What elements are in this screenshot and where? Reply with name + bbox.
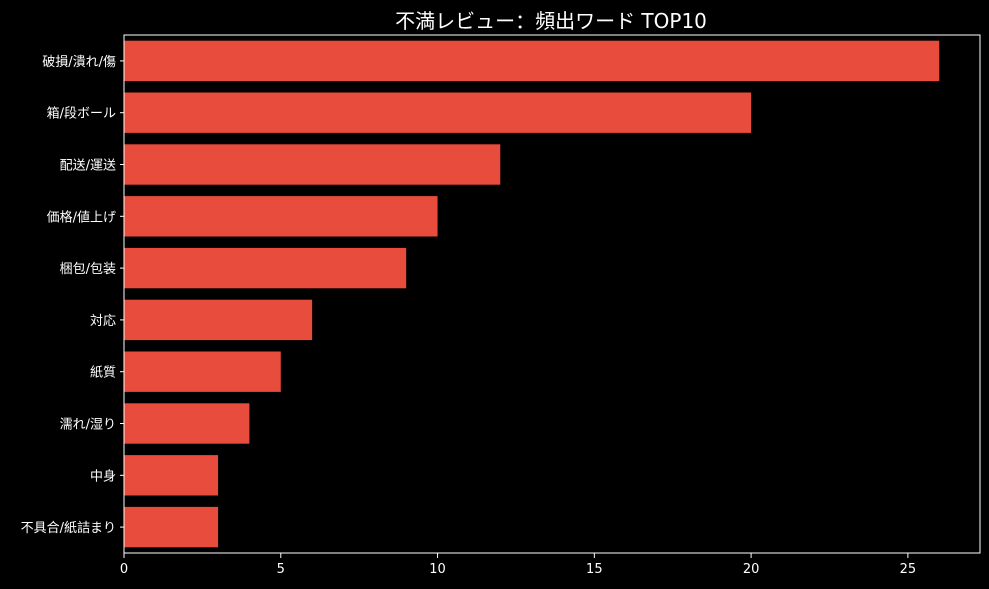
y-tick-label: 中身 (90, 468, 116, 484)
bar-9 (124, 455, 219, 496)
x-tick-label: 0 (120, 562, 128, 577)
x-tick-label: 25 (900, 562, 917, 577)
chart-title: 不満レビュー：頻出ワード TOP10 (395, 9, 707, 33)
bar-10 (124, 506, 219, 548)
y-tick-label: 紙質 (90, 366, 116, 381)
bar-2 (124, 92, 752, 133)
bar-3 (124, 144, 501, 185)
x-tick-label: 10 (429, 562, 446, 577)
plot-area: 破損/潰れ/傷箱/段ボール配送/運送価格/値上げ梱包/包装対応紙質濡れ/湿り中身… (21, 34, 981, 577)
x-tick-label: 5 (277, 562, 285, 577)
y-tick-label: 対応 (90, 314, 116, 329)
y-tick-label: 梱包/包装 (60, 262, 116, 277)
bar-6 (124, 299, 313, 341)
y-tick-label: 価格/値上げ (47, 209, 116, 225)
bar-5 (124, 247, 407, 289)
bar-7 (124, 351, 281, 392)
x-tick-label: 15 (586, 562, 603, 577)
y-tick-label: 濡れ/湿り (60, 418, 116, 433)
y-tick-label: 配送/運送 (60, 159, 116, 174)
y-tick-label: 箱/段ボール (47, 106, 116, 122)
x-tick-label: 20 (743, 562, 760, 577)
plot-frame (123, 34, 981, 554)
bar-1 (124, 40, 940, 82)
bar-8 (124, 403, 250, 444)
y-tick-label: 不具合/紙詰まり (21, 520, 116, 536)
bar-4 (124, 196, 438, 237)
y-tick-label: 破損/潰れ/傷 (42, 55, 116, 70)
